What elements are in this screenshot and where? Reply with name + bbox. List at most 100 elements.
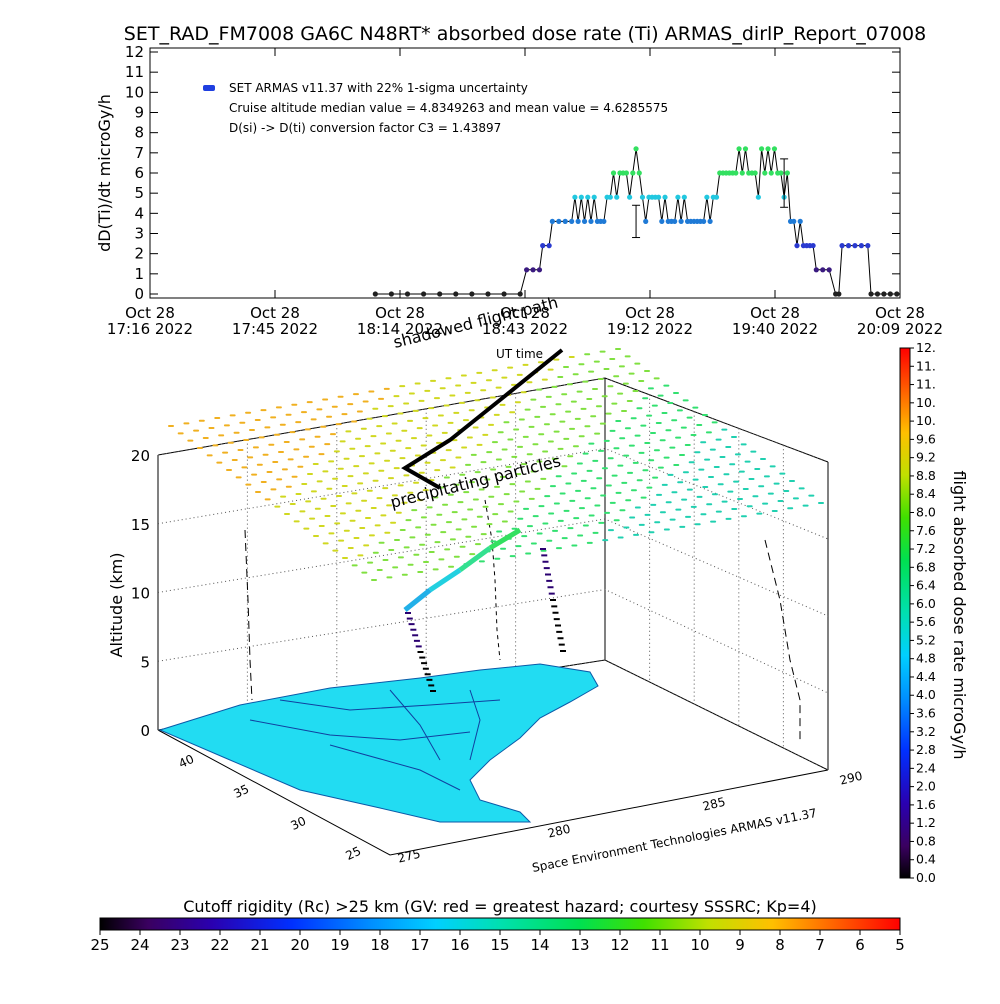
particle-mark (690, 433, 697, 436)
particle-mark (679, 525, 686, 528)
particle-mark (496, 530, 503, 533)
particle-mark (457, 501, 464, 504)
particle-mark (520, 463, 527, 466)
particle-mark (212, 444, 219, 447)
particle-mark (247, 456, 254, 459)
particle-mark (436, 513, 443, 516)
particle-mark (305, 500, 312, 503)
particle-mark (802, 504, 809, 507)
particle-mark (580, 407, 587, 410)
particle-mark (274, 433, 281, 436)
particle-mark (482, 505, 489, 508)
particle-mark (538, 433, 545, 436)
data-point (820, 267, 826, 273)
colorbar-tick-label: 6.4 (916, 578, 936, 593)
particle-mark (378, 469, 385, 472)
particle-mark (740, 515, 747, 518)
particle-mark (490, 468, 497, 471)
altitude-tick-label: 15 (131, 516, 150, 534)
particle-mark (272, 461, 279, 464)
particle-mark (725, 517, 732, 520)
cutoff-rigidity-colorbar (99, 917, 901, 931)
particle-mark (551, 457, 558, 460)
particle-mark (314, 507, 321, 510)
particle-mark (216, 461, 223, 464)
particle-mark (459, 545, 466, 548)
colorbar-tick-label: 0.8 (916, 833, 936, 848)
particle-mark (357, 554, 364, 557)
particle-mark (285, 485, 292, 488)
x-tick-label-time: 20:09 2022 (857, 320, 943, 338)
colorbar-tick-label: 5.2 (916, 632, 936, 647)
particle-mark (568, 355, 575, 358)
particle-mark (607, 529, 614, 532)
colorbar-tick-label: 9.2 (916, 450, 936, 465)
rigidity-tick-label: 17 (410, 936, 429, 954)
particle-mark (329, 433, 336, 436)
particle-mark (495, 386, 502, 389)
particle-mark (682, 399, 689, 402)
particle-mark (341, 485, 348, 488)
particle-mark (694, 451, 701, 454)
particle-mark (347, 403, 354, 406)
particle-mark (569, 427, 576, 430)
particle-mark (621, 481, 628, 484)
particle-mark (686, 488, 693, 491)
particle-mark (588, 442, 595, 445)
rigidity-tick-label: 18 (370, 936, 389, 954)
particle-mark (245, 411, 252, 414)
data-point (607, 194, 613, 200)
particle-mark (349, 519, 356, 522)
data-point (794, 243, 800, 249)
cutoff-rigidity-ticks: 25 24 23 22 21 20 19 18 17 16 15 14 13 12 11 10 9 8 7 6 5 (90, 930, 905, 954)
particle-mark (706, 503, 713, 506)
particle-mark (419, 543, 426, 546)
colorbar-tick-label: 7.2 (916, 541, 936, 556)
longitude-tick-label: 275 (396, 847, 422, 866)
particle-mark (536, 460, 543, 463)
top-y-axis-label: dD(Ti)/dt microGy/h (95, 94, 114, 252)
particle-mark (626, 399, 633, 402)
data-point (437, 291, 443, 297)
data-point (610, 170, 617, 176)
particle-mark (650, 431, 657, 434)
particle-mark (407, 491, 414, 494)
rigidity-tick-label: 22 (210, 936, 229, 954)
x-tick-label-time: 19:40 2022 (732, 320, 818, 338)
particle-mark (358, 455, 365, 458)
particle-mark (198, 419, 205, 422)
particle-mark (779, 472, 786, 475)
particle-mark (445, 449, 452, 452)
particle-mark (434, 541, 441, 544)
x-tick-label-time: 17:45 2022 (232, 320, 318, 338)
particle-mark (711, 493, 718, 496)
particle-mark (624, 427, 631, 430)
particle-mark (474, 399, 481, 402)
particle-mark (729, 463, 736, 466)
particle-mark (580, 479, 587, 482)
particle-mark (465, 535, 472, 538)
particle-mark (599, 350, 606, 353)
particle-mark (388, 549, 395, 552)
particle-mark (648, 531, 655, 534)
particle-mark (352, 393, 359, 396)
particle-mark (709, 448, 716, 451)
particle-mark (530, 398, 537, 401)
particle-mark (613, 447, 620, 450)
data-point (839, 243, 845, 249)
particle-mark (557, 447, 564, 450)
flight-track-descent-mark (419, 656, 426, 659)
particle-mark (750, 450, 757, 453)
3d-floor-front (157, 729, 829, 856)
particle-mark (494, 485, 501, 488)
particle-mark (657, 466, 664, 469)
particle-mark (338, 539, 345, 542)
x-tick-label-date: Oct 28 (125, 304, 175, 322)
particle-mark (719, 455, 726, 458)
flight-track-descent-mark (545, 573, 551, 576)
particle-mark (405, 447, 412, 450)
particle-mark (638, 523, 645, 526)
particle-mark (408, 392, 415, 395)
particle-mark (572, 373, 579, 376)
